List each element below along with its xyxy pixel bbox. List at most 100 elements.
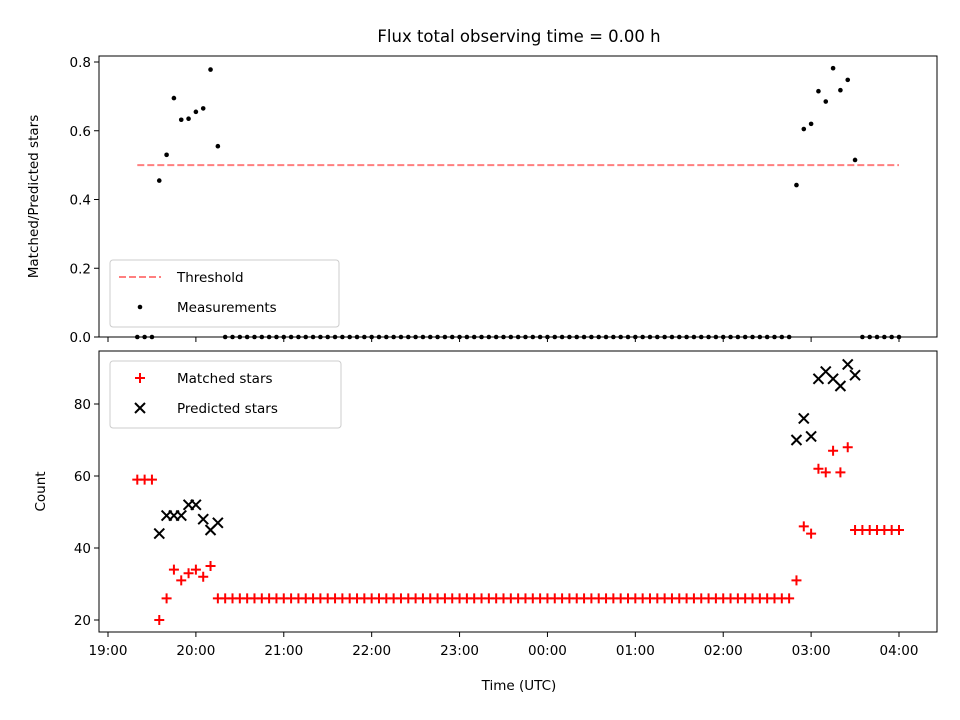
measurement-point bbox=[779, 334, 785, 340]
measurement-point bbox=[134, 334, 140, 340]
measurement-point bbox=[706, 334, 711, 340]
measurement-point bbox=[669, 334, 675, 340]
measurement-point bbox=[354, 334, 360, 340]
predicted-star-point bbox=[805, 430, 817, 443]
legend-label: Measurements bbox=[177, 300, 277, 316]
measurement-point bbox=[413, 334, 418, 340]
matched-star-point bbox=[820, 467, 831, 478]
predicted-star-point bbox=[175, 509, 187, 522]
measurement-point bbox=[684, 334, 689, 340]
measurement-point bbox=[618, 334, 623, 340]
measurement-point bbox=[742, 334, 748, 340]
measurement-point bbox=[757, 334, 763, 340]
measurement-point bbox=[772, 334, 777, 340]
matched-star-point bbox=[784, 593, 795, 604]
measurement-point bbox=[252, 334, 257, 340]
measurement-point bbox=[347, 334, 352, 340]
measurement-point bbox=[581, 334, 587, 340]
y-tick-label: 20 bbox=[74, 613, 91, 629]
measurement-point bbox=[794, 182, 799, 188]
predicted-star-point bbox=[849, 369, 861, 381]
measurement-point bbox=[860, 334, 865, 340]
measurement-point bbox=[464, 334, 470, 340]
measurement-point bbox=[640, 334, 645, 340]
legend: Threshold Measurements bbox=[109, 259, 340, 328]
measurement-point bbox=[830, 65, 836, 71]
predicted-star-point bbox=[197, 513, 209, 525]
measurement-point bbox=[559, 334, 565, 340]
measurement-point bbox=[259, 334, 265, 340]
matched-star-point bbox=[835, 467, 846, 478]
measurement-point bbox=[633, 334, 638, 340]
x-tick-label: 22:00 bbox=[352, 643, 391, 659]
measurement-point bbox=[567, 334, 572, 340]
measurement-point bbox=[698, 334, 704, 340]
measurement-point bbox=[501, 334, 506, 340]
measurement-point bbox=[735, 334, 741, 340]
measurement-point bbox=[156, 178, 162, 183]
matched-star-point bbox=[146, 474, 157, 485]
x-tick-label: 23:00 bbox=[440, 643, 479, 659]
measurement-point bbox=[728, 334, 733, 340]
measurement-point bbox=[530, 334, 536, 340]
measurement-point bbox=[318, 334, 323, 340]
measurement-point bbox=[325, 334, 331, 340]
y-axis-title: Matched/Predicted stars bbox=[26, 115, 42, 278]
measurement-point bbox=[340, 334, 345, 340]
matched-star-point bbox=[198, 571, 209, 582]
measurement-point bbox=[405, 334, 411, 340]
measurement-point bbox=[303, 334, 309, 340]
measurement-point bbox=[442, 334, 448, 340]
measurement-point bbox=[493, 334, 499, 340]
measurement-point bbox=[786, 334, 792, 340]
measurement-point bbox=[310, 334, 316, 340]
predicted-star-point bbox=[190, 499, 202, 511]
y-tick-label: 0.2 bbox=[70, 261, 91, 277]
measurement-point bbox=[332, 334, 338, 340]
matched-star-point bbox=[205, 561, 216, 571]
measurement-point bbox=[537, 334, 543, 340]
matched-star-point bbox=[842, 442, 853, 453]
measurement-point bbox=[186, 116, 191, 122]
y-tick-label: 80 bbox=[74, 397, 91, 413]
count-panel: 20 40 60 80 19:00 20:00 21:00 22:00 23:00 00:00 01… bbox=[33, 350, 938, 694]
series-matched-stars bbox=[132, 442, 904, 625]
measurement-point bbox=[230, 334, 235, 340]
measurement-point bbox=[845, 77, 851, 83]
measurement-point bbox=[237, 334, 243, 340]
measurement-point bbox=[611, 334, 616, 340]
measurement-point bbox=[222, 334, 228, 340]
chart-title: Flux total observing time = 0.00 h bbox=[377, 27, 660, 46]
legend-box bbox=[109, 259, 340, 328]
measurement-point bbox=[266, 334, 272, 340]
measurement-point bbox=[574, 334, 580, 340]
measurement-point bbox=[720, 334, 726, 340]
predicted-star-point bbox=[798, 412, 810, 425]
predicted-star-point bbox=[834, 380, 847, 392]
measurement-point bbox=[420, 334, 426, 340]
measurement-point bbox=[838, 87, 843, 93]
measurement-point bbox=[816, 88, 821, 94]
y-tick-label: 0.0 bbox=[70, 330, 91, 346]
predicted-star-point bbox=[842, 358, 854, 371]
measurement-point bbox=[596, 334, 602, 340]
measurement-point bbox=[164, 152, 169, 158]
measurement-point bbox=[288, 334, 294, 340]
measurement-point bbox=[384, 334, 389, 340]
matched-star-point bbox=[828, 445, 839, 456]
axes-frame bbox=[98, 350, 938, 633]
measurement-point bbox=[655, 334, 660, 340]
matched-star-point bbox=[813, 463, 824, 474]
x-tick-label: 21:00 bbox=[264, 643, 303, 659]
measurement-point bbox=[391, 334, 396, 340]
measurement-point bbox=[603, 334, 609, 340]
measurement-point bbox=[376, 334, 382, 340]
matched-star-point bbox=[190, 564, 201, 575]
measurement-point bbox=[647, 334, 653, 340]
x-tick-label: 01:00 bbox=[616, 643, 655, 659]
x-tick-label: 00:00 bbox=[528, 643, 567, 659]
series-predicted-stars bbox=[153, 358, 861, 540]
measurement-point bbox=[142, 334, 147, 340]
legend-measurement-swatch bbox=[137, 304, 143, 310]
